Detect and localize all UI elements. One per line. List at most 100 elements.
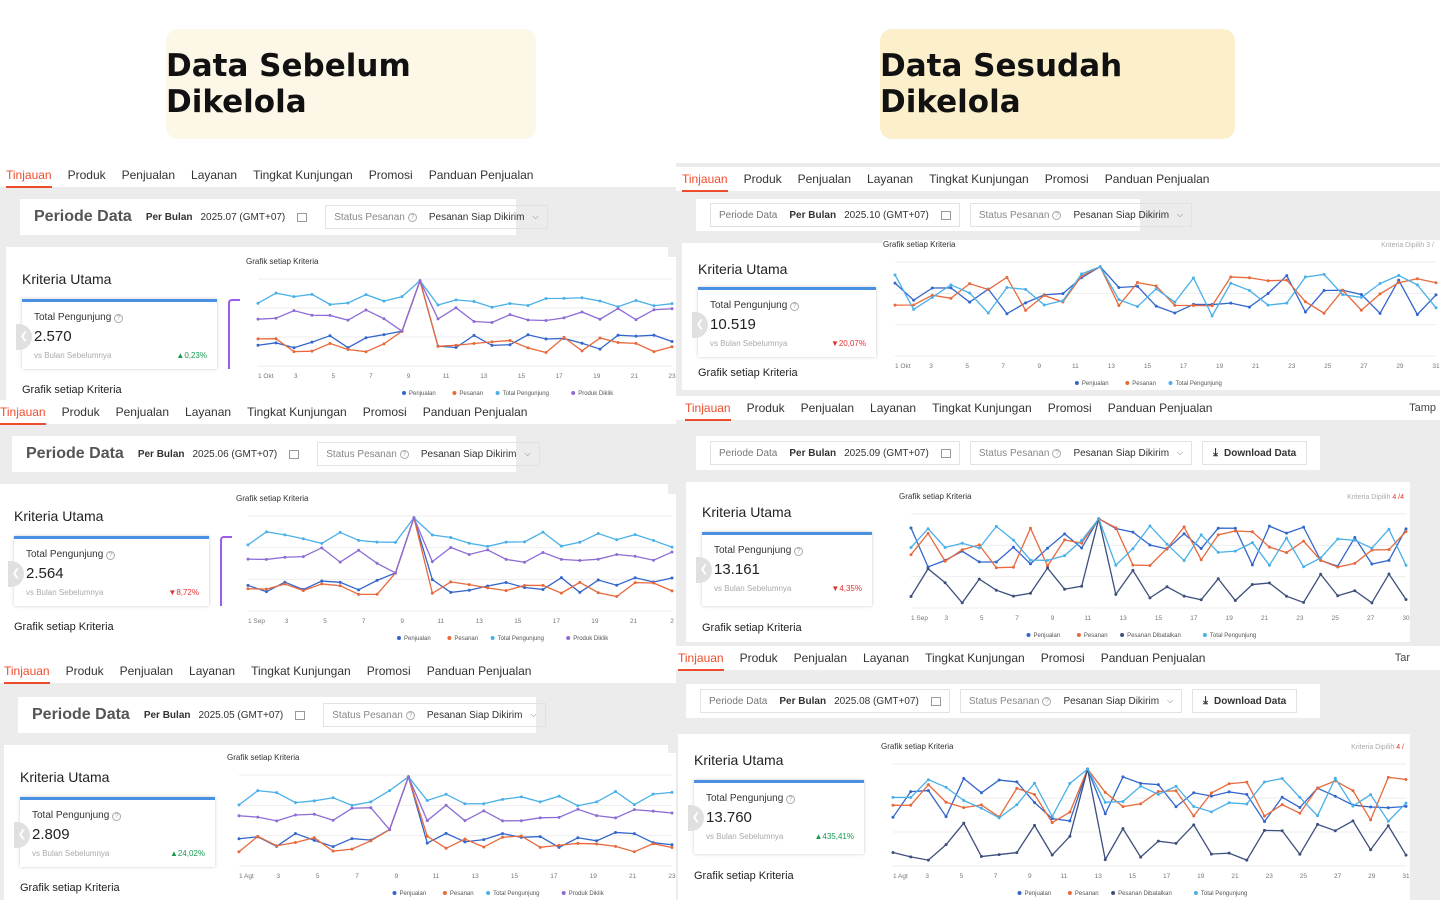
chevron-left-icon[interactable]: ❮ bbox=[696, 557, 712, 583]
chevron-left-icon[interactable]: ❮ bbox=[8, 561, 24, 587]
tab-tingkat-kunjungan[interactable]: Tingkat Kunjungan bbox=[253, 168, 353, 182]
tab-layanan[interactable]: Layanan bbox=[189, 664, 236, 678]
tab-promosi[interactable]: Promosi bbox=[1044, 172, 1089, 186]
status-selector[interactable]: Status Pesanan ? Pesanan Siap Dikirim ⌵ bbox=[969, 441, 1193, 465]
total-pengunjung-card[interactable]: ❮ Total Pengunjung ? 2.570 vs Bulan Sebe… bbox=[16, 299, 217, 369]
tab-produk[interactable]: Produk bbox=[743, 172, 782, 186]
tab-tinjauan[interactable]: Tinjauan bbox=[678, 648, 724, 671]
legend-label[interactable]: Pesanan Dibatalkan bbox=[1127, 633, 1181, 639]
tab-produk[interactable]: Produk bbox=[65, 664, 104, 678]
legend-label[interactable]: Pesanan bbox=[454, 636, 478, 642]
tab-penjualan[interactable]: Penjualan bbox=[119, 664, 174, 678]
legend-label[interactable]: Penjualan bbox=[409, 391, 436, 397]
period-selector[interactable]: Periode Data Per Bulan 2025.05 (GMT+07) bbox=[32, 703, 313, 727]
legend-label[interactable]: Pesanan bbox=[450, 891, 474, 897]
tab-tinjauan[interactable]: Tinjauan bbox=[4, 661, 50, 684]
status-selector[interactable]: Status Pesanan ? Pesanan Siap Dikirim ⌵ bbox=[969, 203, 1193, 227]
total-pengunjung-card[interactable]: ❮ Total Pengunjung ? 10.519 vs Bulan Seb… bbox=[692, 287, 876, 357]
tab-penjualan[interactable]: Penjualan bbox=[121, 168, 176, 182]
tab-tingkat-kunjungan[interactable]: Tingkat Kunjungan bbox=[247, 405, 347, 419]
chevron-left-icon[interactable]: ❮ bbox=[14, 822, 30, 848]
period-selector[interactable]: Periode Data Per Bulan 2025.06 (GMT+07) bbox=[26, 442, 307, 466]
tab-panduan-penjualan[interactable]: Panduan Penjualan bbox=[426, 664, 532, 678]
tab-tingkat-kunjungan[interactable]: Tingkat Kunjungan bbox=[925, 651, 1025, 665]
tab-layanan[interactable]: Layanan bbox=[863, 651, 910, 665]
legend-label[interactable]: Pesanan bbox=[1132, 381, 1156, 387]
tab-promosi[interactable]: Promosi bbox=[366, 664, 411, 678]
status-selector[interactable]: Status Pesanan ? Pesanan Siap Dikirim ⌵ bbox=[959, 689, 1183, 713]
total-pengunjung-card[interactable]: ❮ Total Pengunjung ? 2.564 vs Bulan Sebe… bbox=[8, 536, 209, 606]
tab-tinjauan[interactable]: Tinjauan bbox=[6, 165, 52, 188]
chevron-left-icon[interactable]: ❮ bbox=[688, 805, 704, 831]
legend-label[interactable]: Pesanan Dibatalkan bbox=[1118, 891, 1172, 897]
tab-produk[interactable]: Produk bbox=[61, 405, 100, 419]
legend-label[interactable]: Penjualan bbox=[1082, 381, 1109, 387]
tab-promosi[interactable]: Promosi bbox=[1040, 651, 1085, 665]
download-data-button[interactable]: ⤓ Download Data bbox=[1192, 689, 1298, 713]
total-pengunjung-card[interactable]: ❮ Total Pengunjung ? 13.760 vs Bulan Seb… bbox=[688, 780, 864, 854]
tab-promosi[interactable]: Promosi bbox=[362, 405, 407, 419]
tab-panduan-penjualan[interactable]: Panduan Penjualan bbox=[1100, 651, 1206, 665]
tab-panduan-penjualan[interactable]: Panduan Penjualan bbox=[422, 405, 528, 419]
tab-produk[interactable]: Produk bbox=[746, 401, 785, 415]
period-selector[interactable]: Periode Data Per Bulan 2025.07 (GMT+07) bbox=[34, 205, 315, 229]
download-data-button[interactable]: ⤓ Download Data bbox=[1202, 441, 1308, 465]
tab-panduan-penjualan[interactable]: Panduan Penjualan bbox=[428, 168, 534, 182]
data-point bbox=[369, 800, 373, 804]
calendar-icon[interactable] bbox=[297, 212, 308, 222]
legend-label[interactable]: Penjualan bbox=[404, 636, 431, 642]
tab-tinjauan[interactable]: Tinjauan bbox=[0, 402, 46, 425]
tab-panduan-penjualan[interactable]: Panduan Penjualan bbox=[1104, 172, 1210, 186]
tab-penjualan[interactable]: Penjualan bbox=[115, 405, 170, 419]
status-selector[interactable]: Status Pesanan ? Pesanan Siap Dikirim ⌵ bbox=[325, 205, 548, 229]
tab-tingkat-kunjungan[interactable]: Tingkat Kunjungan bbox=[932, 401, 1032, 415]
total-pengunjung-card[interactable]: ❮ Total Pengunjung ? 13.161 vs Bulan Seb… bbox=[696, 532, 872, 606]
data-point bbox=[1266, 303, 1270, 307]
period-selector[interactable]: Periode Data Per Bulan 2025.08 (GMT+07) bbox=[700, 689, 950, 713]
tab-tingkat-kunjungan[interactable]: Tingkat Kunjungan bbox=[929, 172, 1029, 186]
calendar-icon[interactable] bbox=[930, 696, 941, 706]
legend-label[interactable]: Produk Diklik bbox=[573, 636, 609, 642]
tab-tinjauan[interactable]: Tinjauan bbox=[685, 398, 731, 421]
calendar-icon[interactable] bbox=[289, 449, 300, 459]
calendar-icon[interactable] bbox=[940, 448, 951, 458]
period-selector[interactable]: Periode Data Per Bulan 2025.10 (GMT+07) bbox=[710, 203, 960, 227]
legend-label[interactable]: Pesanan bbox=[1075, 891, 1099, 897]
tab-tingkat-kunjungan[interactable]: Tingkat Kunjungan bbox=[251, 664, 351, 678]
legend-label[interactable]: Total Pengunjung bbox=[1176, 381, 1222, 387]
legend-label[interactable]: Penjualan bbox=[1025, 891, 1052, 897]
legend-label[interactable]: Total Pengunjung bbox=[1210, 633, 1256, 639]
tab-promosi[interactable]: Promosi bbox=[1047, 401, 1092, 415]
legend-label[interactable]: Total Pengunjung bbox=[493, 891, 539, 897]
tab-layanan[interactable]: Layanan bbox=[191, 168, 238, 182]
period-selector[interactable]: Periode Data Per Bulan 2025.09 (GMT+07) bbox=[710, 441, 960, 465]
calendar-icon[interactable] bbox=[295, 710, 306, 720]
legend-label[interactable]: Pesanan bbox=[459, 391, 483, 397]
legend-label[interactable]: Penjualan bbox=[1034, 633, 1061, 639]
tab-penjualan[interactable]: Penjualan bbox=[800, 401, 855, 415]
status-selector[interactable]: Status Pesanan ? Pesanan Siap Dikirim ⌵ bbox=[323, 703, 546, 727]
tab-layanan[interactable]: Layanan bbox=[867, 172, 914, 186]
tab-panduan-penjualan[interactable]: Panduan Penjualan bbox=[1107, 401, 1213, 415]
legend-label[interactable]: Penjualan bbox=[400, 891, 427, 897]
tab-produk[interactable]: Produk bbox=[739, 651, 778, 665]
chevron-left-icon[interactable]: ❮ bbox=[692, 312, 708, 338]
legend-label[interactable]: Total Pengunjung bbox=[498, 636, 544, 642]
calendar-icon[interactable] bbox=[940, 210, 951, 220]
total-pengunjung-card[interactable]: ❮ Total Pengunjung ? 2.809 vs Bulan Sebe… bbox=[14, 797, 215, 867]
tab-layanan[interactable]: Layanan bbox=[185, 405, 232, 419]
legend-label[interactable]: Total Pengunjung bbox=[1201, 891, 1247, 897]
status-selector[interactable]: Status Pesanan ? Pesanan Siap Dikirim ⌵ bbox=[317, 442, 540, 466]
tab-penjualan[interactable]: Penjualan bbox=[797, 172, 852, 186]
tab-penjualan[interactable]: Penjualan bbox=[793, 651, 848, 665]
legend-label[interactable]: Produk Diklik bbox=[578, 391, 614, 397]
legend-label[interactable]: Produk Diklik bbox=[569, 891, 605, 897]
chevron-left-icon[interactable]: ❮ bbox=[16, 324, 32, 350]
data-point bbox=[1285, 274, 1289, 278]
legend-label[interactable]: Total Pengunjung bbox=[503, 391, 549, 397]
tab-promosi[interactable]: Promosi bbox=[368, 168, 413, 182]
legend-label[interactable]: Pesanan bbox=[1084, 633, 1108, 639]
tab-tinjauan[interactable]: Tinjauan bbox=[682, 169, 728, 192]
tab-layanan[interactable]: Layanan bbox=[870, 401, 917, 415]
tab-produk[interactable]: Produk bbox=[67, 168, 106, 182]
